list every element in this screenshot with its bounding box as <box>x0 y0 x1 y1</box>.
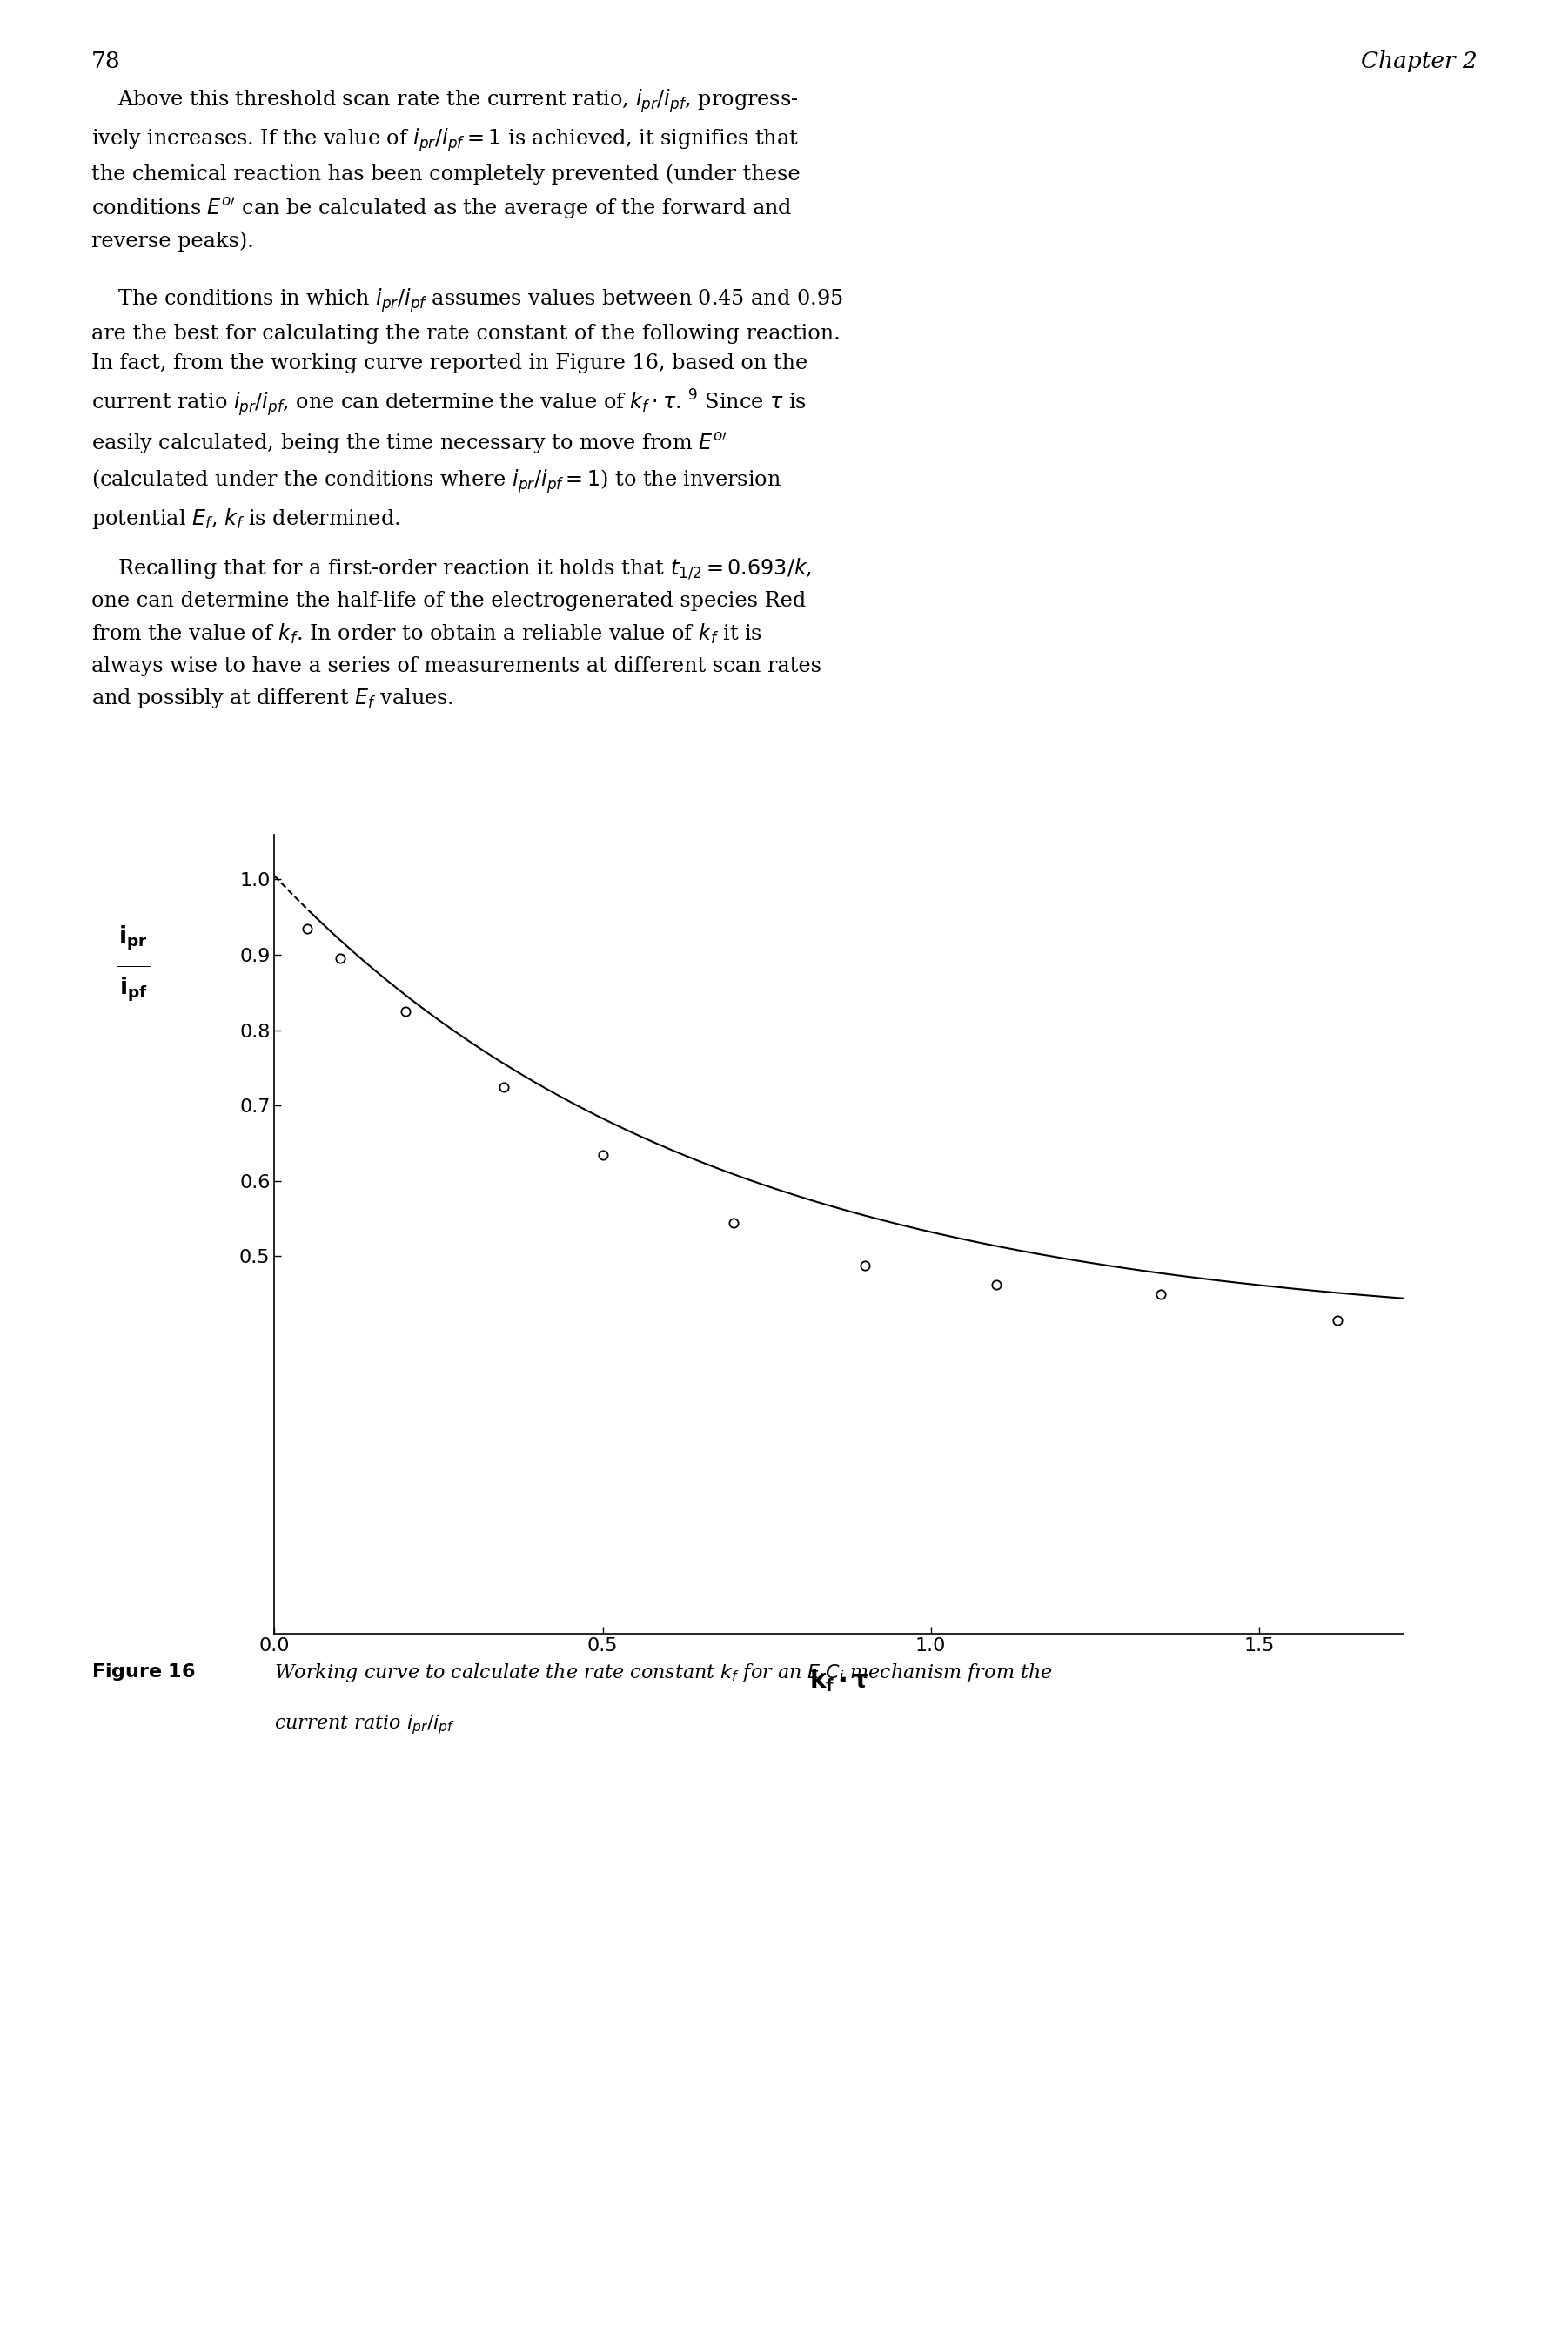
Point <box>295 909 320 947</box>
Text: current ratio $i_{pr}/i_{pf}$: current ratio $i_{pr}/i_{pf}$ <box>274 1713 455 1737</box>
Text: Above this threshold scan rate the current ratio, $i_{pr}/i_{pf}$, progress-
ive: Above this threshold scan rate the curre… <box>91 87 800 251</box>
Text: Recalling that for a first-order reaction it holds that $t_{1/2} = 0.693/k$,
one: Recalling that for a first-order reactio… <box>91 557 822 710</box>
Text: Chapter 2: Chapter 2 <box>1361 49 1477 73</box>
Text: 78: 78 <box>91 49 121 73</box>
Text: $\overline{\quad\quad}$: $\overline{\quad\quad}$ <box>116 956 151 971</box>
Point <box>983 1267 1008 1304</box>
Point <box>492 1067 517 1104</box>
Point <box>590 1135 615 1173</box>
Text: $\mathbf{Figure\ 16}$: $\mathbf{Figure\ 16}$ <box>91 1661 194 1683</box>
Point <box>853 1246 878 1283</box>
Point <box>1148 1276 1173 1314</box>
X-axis label: $\mathbf{k_f \cdot \tau}$: $\mathbf{k_f \cdot \tau}$ <box>809 1666 869 1694</box>
Point <box>328 940 353 978</box>
Point <box>394 992 419 1029</box>
Text: The conditions in which $i_{pr}/i_{pf}$ assumes values between 0.45 and 0.95
are: The conditions in which $i_{pr}/i_{pf}$ … <box>91 287 842 531</box>
Text: $\mathbf{i_{pf}}$: $\mathbf{i_{pf}}$ <box>119 975 147 1003</box>
Text: Working curve to calculate the rate constant $k_f$ for an $E_rC_i$ mechanism fro: Working curve to calculate the rate cons… <box>274 1661 1052 1685</box>
Point <box>721 1203 746 1241</box>
Point <box>1325 1302 1350 1340</box>
Text: $\mathbf{i_{pr}}$: $\mathbf{i_{pr}}$ <box>119 924 147 952</box>
